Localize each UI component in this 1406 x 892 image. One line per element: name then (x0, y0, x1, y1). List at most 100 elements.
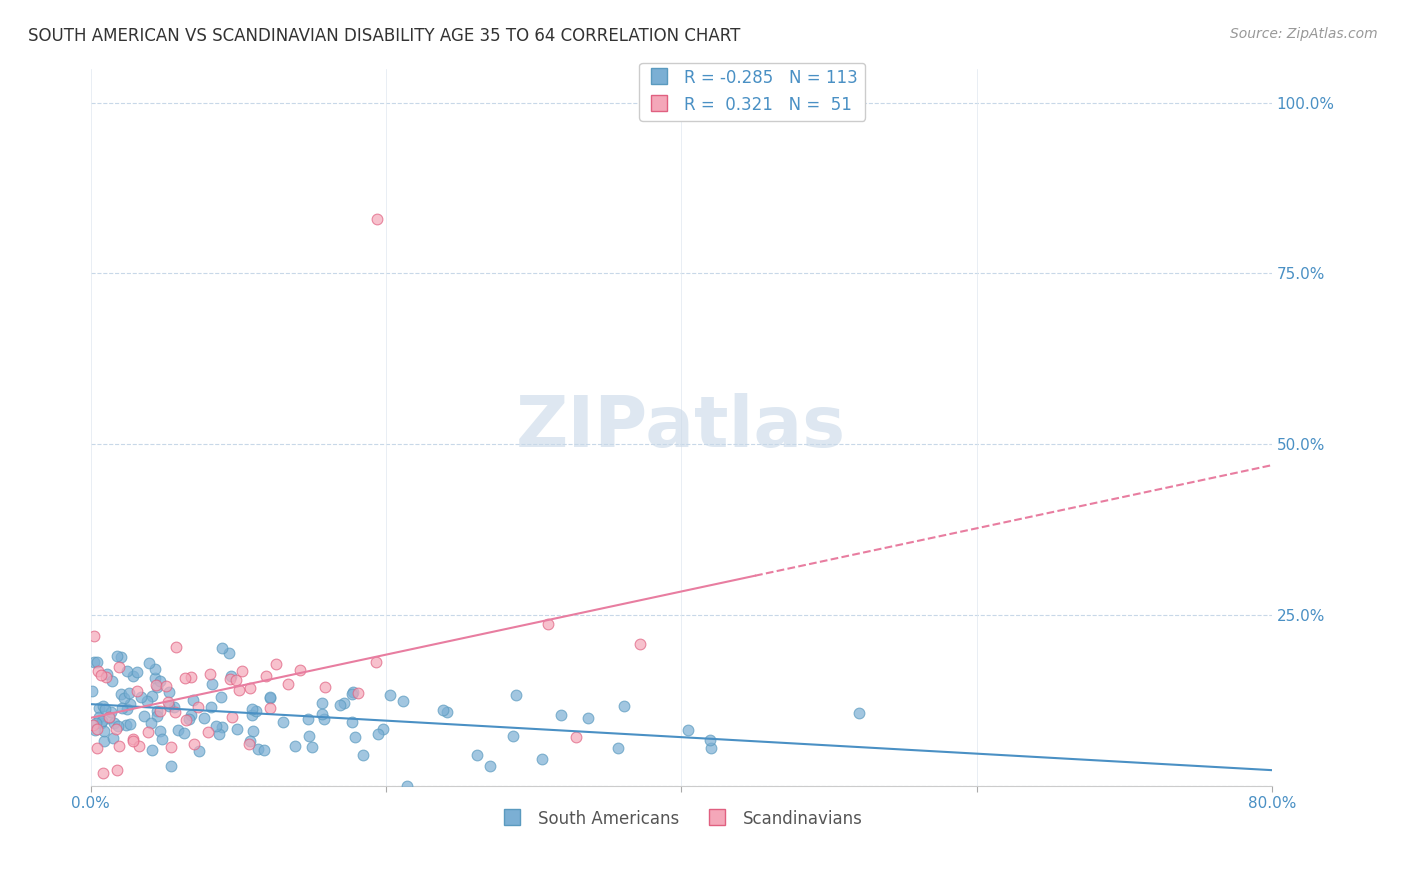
Point (90, 668, 112, 682)
Point (145, 680, 167, 694)
Point (96, 667, 118, 681)
Point (436, 706, 458, 720)
Point (115, 702, 138, 716)
Point (259, 690, 281, 705)
Point (145, 678, 167, 692)
Point (392, 693, 415, 707)
Point (97, 710, 120, 724)
Point (342, 684, 364, 698)
Point (157, 698, 180, 713)
Point (141, 716, 163, 731)
Point (630, 637, 652, 651)
Point (84, 723, 107, 737)
Point (149, 704, 172, 718)
Point (160, 740, 183, 755)
Point (87, 700, 110, 714)
Point (700, 741, 723, 756)
Point (101, 673, 124, 688)
Point (155, 679, 177, 693)
Point (163, 705, 186, 719)
Point (259, 691, 281, 706)
Point (118, 717, 141, 731)
Point (165, 640, 187, 655)
Point (502, 730, 524, 744)
Point (378, 688, 401, 702)
Point (699, 733, 721, 747)
Point (141, 742, 163, 756)
Point (209, 690, 232, 704)
Point (179, 712, 201, 726)
Point (344, 731, 367, 745)
Point (465, 748, 488, 763)
Point (432, 703, 454, 717)
Point (247, 742, 270, 756)
Point (132, 709, 155, 723)
Point (239, 734, 262, 748)
Point (110, 650, 132, 665)
Point (848, 706, 870, 721)
Point (173, 726, 195, 740)
Point (218, 646, 240, 660)
Point (329, 698, 352, 713)
Point (245, 704, 267, 718)
Point (314, 680, 336, 694)
Point (82, 718, 104, 732)
Point (373, 722, 395, 736)
Point (91, 766, 114, 780)
Point (187, 699, 209, 714)
Point (83, 629, 105, 643)
Point (122, 669, 145, 683)
Point (83, 655, 105, 669)
Point (297, 712, 319, 726)
Point (94, 670, 117, 684)
Point (143, 671, 166, 685)
Point (505, 688, 527, 702)
Point (183, 737, 205, 751)
Point (179, 670, 201, 684)
Point (183, 693, 205, 707)
Point (613, 698, 636, 713)
Point (166, 723, 188, 738)
Point (118, 686, 141, 700)
Point (187, 744, 209, 758)
Point (120, 697, 142, 711)
Point (219, 672, 242, 686)
Point (333, 696, 356, 710)
Point (340, 715, 363, 730)
Point (149, 724, 172, 739)
Point (150, 732, 173, 747)
Point (550, 708, 572, 723)
Point (565, 730, 588, 744)
Point (676, 723, 699, 738)
Point (131, 690, 153, 705)
Point (197, 725, 219, 739)
Point (298, 729, 321, 743)
Point (115, 664, 138, 678)
Point (201, 677, 224, 691)
Point (146, 704, 169, 718)
Point (312, 712, 335, 726)
Point (207, 727, 229, 741)
Point (94, 702, 117, 716)
Point (576, 711, 599, 725)
Point (91, 698, 114, 713)
Point (100, 705, 122, 719)
Point (205, 719, 228, 733)
Point (352, 747, 374, 762)
Legend: South Americans, Scandinavians: South Americans, Scandinavians (494, 804, 869, 835)
Point (231, 664, 253, 678)
Point (225, 673, 247, 687)
Point (107, 739, 129, 753)
Point (366, 211, 388, 226)
Point (93, 734, 115, 748)
Point (340, 687, 363, 701)
Point (107, 719, 129, 733)
Point (531, 752, 554, 766)
Point (80, 684, 103, 698)
Point (110, 687, 132, 701)
Point (86, 722, 108, 736)
Point (174, 713, 197, 727)
Point (311, 707, 333, 722)
Point (105, 649, 128, 664)
Point (163, 699, 186, 714)
